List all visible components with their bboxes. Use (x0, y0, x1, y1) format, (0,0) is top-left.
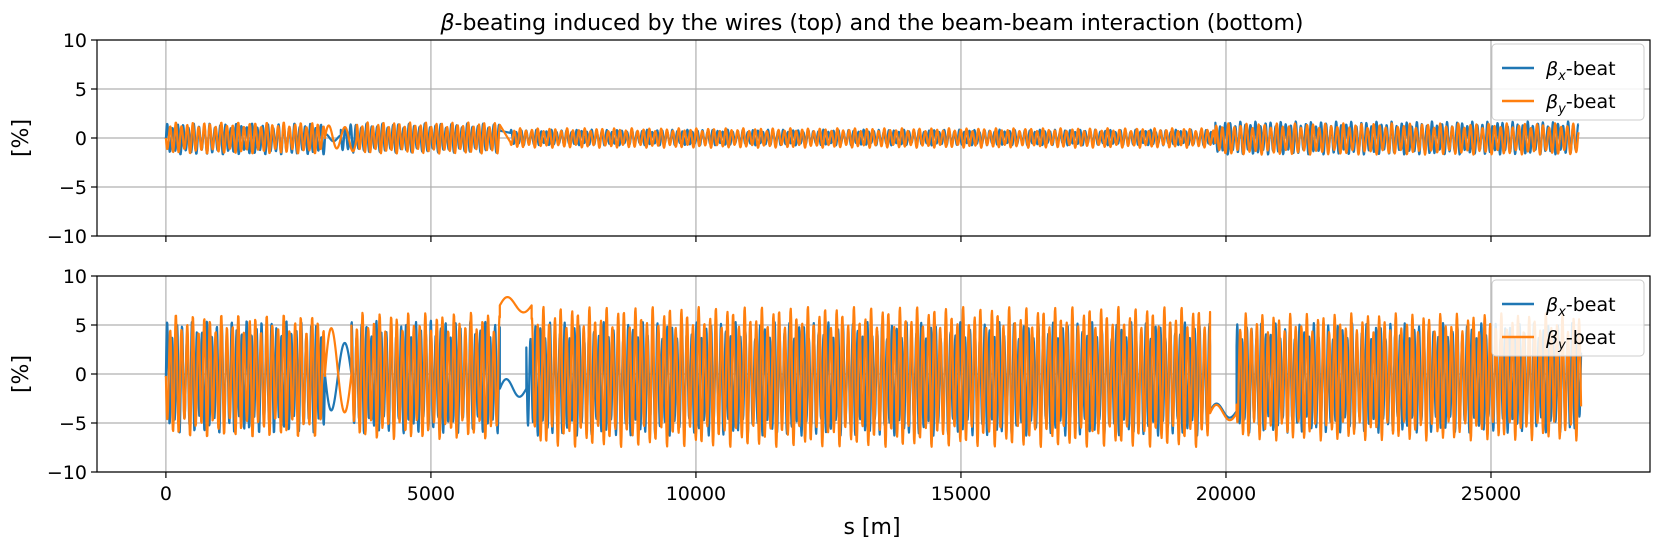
y-tick-label: 0 (75, 364, 87, 386)
chart-title-greek: β (439, 11, 454, 36)
chart-title: β-beating induced by the wires (top) and… (439, 11, 1303, 36)
legend: βx-beat βy-beat (1491, 43, 1645, 121)
y-tick-label: −10 (47, 226, 87, 248)
x-tick-label: 5000 (407, 483, 455, 505)
y-tick-label: −10 (47, 462, 87, 484)
y-tick-label: 5 (75, 315, 87, 337)
x-tick-label: 10000 (666, 483, 726, 505)
top-panel: −10 −5 0 5 10 [%] βx-beat βy-beat (9, 30, 1651, 248)
y-axis-label: [%] (9, 355, 34, 393)
y-tick-label: 5 (75, 79, 87, 101)
bottom-series-beta-y-line (164, 295, 1583, 448)
x-tick-label: 0 (160, 483, 172, 505)
legend-label-beta-x: βx-beat (1545, 294, 1616, 320)
legend-label-beta-y: βy-beat (1545, 91, 1616, 117)
chart-title-text: -beating induced by the wires (top) and … (455, 11, 1304, 36)
legend: βx-beat βy-beat (1491, 279, 1645, 357)
x-tick-label: 20000 (1196, 483, 1256, 505)
top-series-beta-y-line (164, 121, 1580, 156)
y-tick-label: 10 (63, 30, 87, 52)
x-tick-label: 15000 (931, 483, 991, 505)
y-tick-label: −5 (59, 177, 87, 199)
y-tick-label: 0 (75, 128, 87, 150)
x-tick-label: 25000 (1461, 483, 1521, 505)
x-axis-label: s [m] (843, 515, 900, 540)
y-tick-label: 10 (63, 266, 87, 288)
legend-label-beta-x: βx-beat (1545, 58, 1616, 84)
y-axis-label: [%] (9, 119, 34, 157)
legend-label-beta-y: βy-beat (1545, 327, 1616, 353)
bottom-panel: −10 −5 0 5 10 0 5000 10000 15000 20000 25000 [%] βx-… (9, 266, 1651, 505)
y-tick-label: −5 (59, 413, 87, 435)
